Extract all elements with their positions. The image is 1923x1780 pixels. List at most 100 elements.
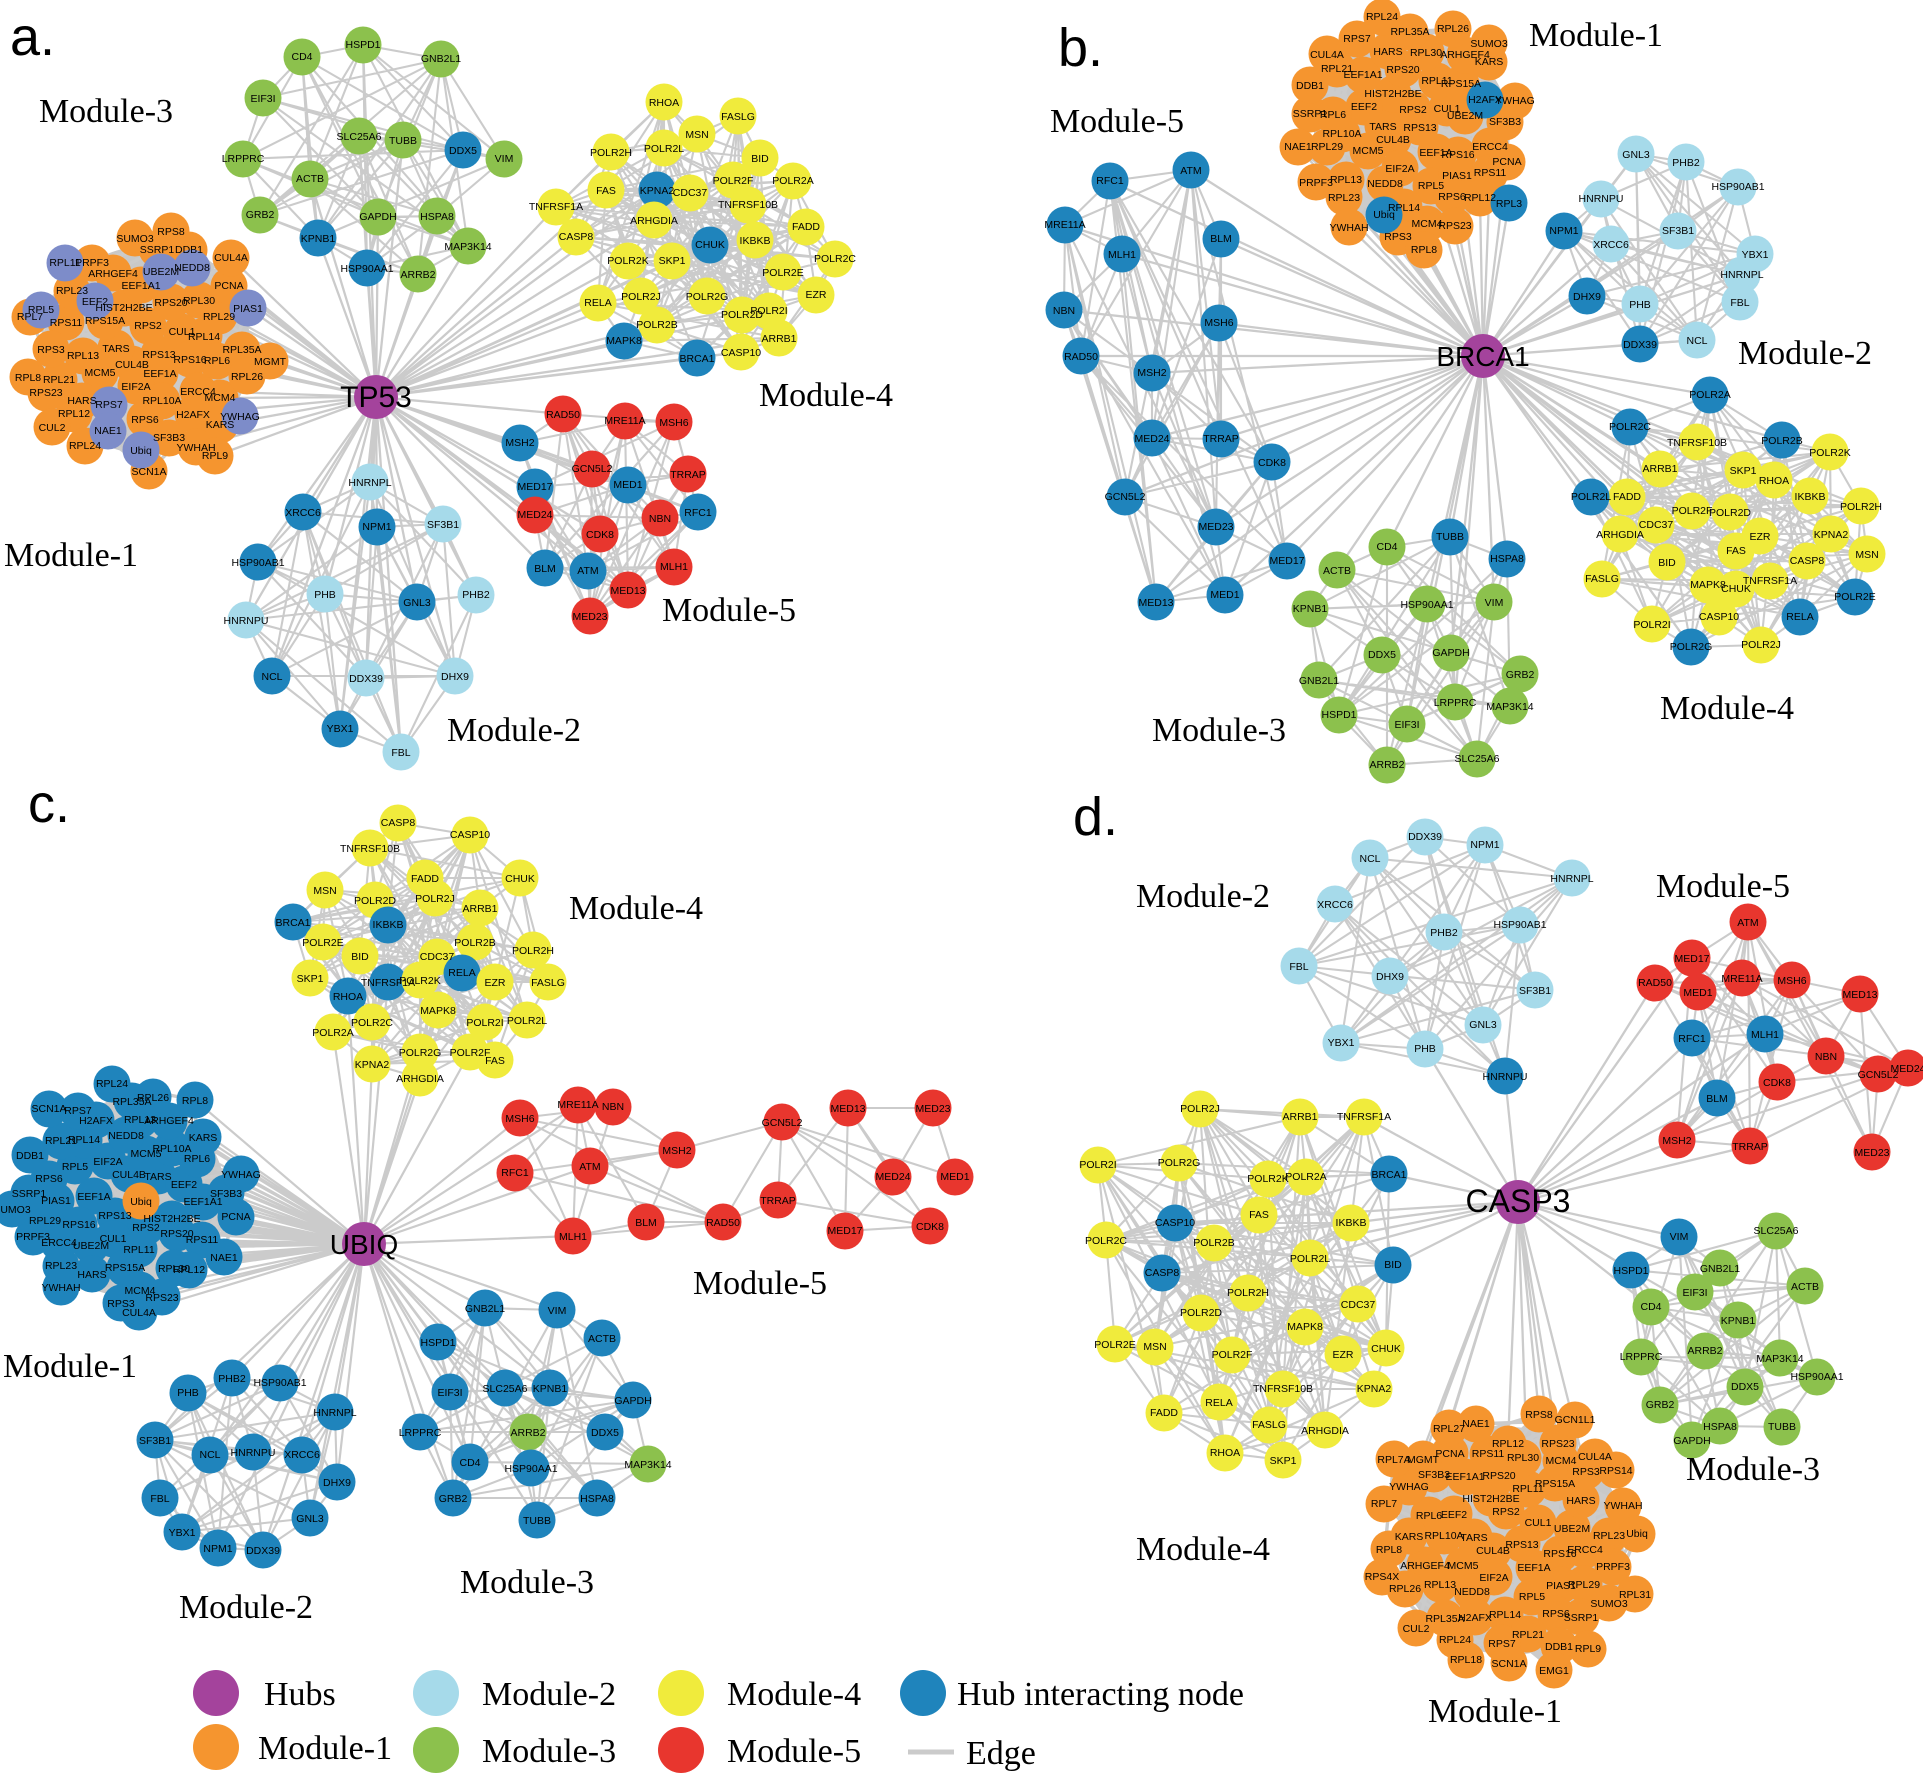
svg-text:HSP90AA1: HSP90AA1 [340, 263, 393, 275]
svg-text:RPS2: RPS2 [134, 320, 162, 332]
svg-text:YBX1: YBX1 [1742, 249, 1769, 261]
svg-text:EIF3I: EIF3I [250, 93, 275, 105]
svg-text:POLR2A: POLR2A [312, 1027, 353, 1039]
svg-text:YWHAH: YWHAH [1329, 222, 1368, 234]
svg-text:RELA: RELA [584, 297, 611, 309]
svg-text:c.: c. [28, 774, 70, 834]
svg-text:RFC1: RFC1 [1096, 175, 1124, 187]
svg-text:SSRP1: SSRP1 [12, 1188, 47, 1200]
svg-text:POLR2G: POLR2G [1158, 1157, 1201, 1169]
svg-text:MLH1: MLH1 [1108, 249, 1136, 261]
svg-text:RPL26: RPL26 [1437, 23, 1469, 35]
svg-text:NPM1: NPM1 [362, 521, 391, 533]
svg-text:POLR2F: POLR2F [1672, 505, 1713, 517]
svg-text:Module-4: Module-4 [727, 1676, 861, 1713]
svg-text:RPS11: RPS11 [50, 317, 83, 329]
svg-text:KARS: KARS [1395, 1531, 1424, 1543]
svg-text:MRE11A: MRE11A [604, 415, 645, 427]
svg-text:MSH6: MSH6 [1777, 975, 1806, 987]
svg-text:GAPDH: GAPDH [1432, 647, 1469, 659]
svg-text:MED24: MED24 [1890, 1063, 1923, 1075]
svg-text:MED1: MED1 [1683, 987, 1712, 999]
svg-text:NCL: NCL [199, 1449, 220, 1461]
svg-text:POLR2E: POLR2E [302, 937, 343, 949]
svg-text:POLR2H: POLR2H [512, 945, 554, 957]
svg-text:Module-1: Module-1 [3, 1348, 137, 1385]
svg-text:ACTB: ACTB [588, 1333, 616, 1345]
svg-text:RAD50: RAD50 [1064, 351, 1098, 363]
svg-text:HNRNPU: HNRNPU [1483, 1071, 1528, 1083]
svg-text:RPS3: RPS3 [1384, 231, 1412, 243]
svg-text:RPL12: RPL12 [173, 1264, 205, 1276]
svg-text:SUMO3: SUMO3 [116, 233, 154, 245]
svg-text:RAD50: RAD50 [546, 409, 580, 421]
svg-text:PHB2: PHB2 [1672, 157, 1700, 169]
svg-text:EEF1A: EEF1A [1517, 1562, 1550, 1574]
svg-text:RPS6: RPS6 [131, 414, 159, 426]
svg-text:EIF3I: EIF3I [1394, 719, 1419, 731]
svg-text:TRRAP: TRRAP [760, 1195, 796, 1207]
svg-text:HSPD1: HSPD1 [1321, 709, 1356, 721]
svg-text:POLR2C: POLR2C [1085, 1235, 1127, 1247]
svg-text:POLR2I: POLR2I [466, 1017, 503, 1029]
svg-text:BID: BID [751, 153, 769, 165]
svg-text:Edge: Edge [966, 1735, 1036, 1772]
svg-text:HIST2H2BE: HIST2H2BE [1364, 88, 1421, 100]
svg-text:CD4: CD4 [459, 1457, 480, 1469]
svg-text:MCM5: MCM5 [85, 367, 116, 379]
svg-text:BID: BID [1384, 1259, 1402, 1271]
svg-text:RPL5: RPL5 [62, 1161, 88, 1173]
svg-text:MRE11A: MRE11A [1044, 219, 1085, 231]
svg-text:RPS3: RPS3 [1572, 1466, 1600, 1478]
svg-text:FBL: FBL [150, 1493, 169, 1505]
svg-text:YWHAG: YWHAG [220, 411, 260, 423]
svg-text:POLR2F: POLR2F [1212, 1349, 1253, 1361]
svg-text:RPL14: RPL14 [188, 331, 220, 343]
svg-text:DHX9: DHX9 [1376, 971, 1404, 983]
svg-text:RPS3: RPS3 [37, 344, 65, 356]
svg-text:POLR2G: POLR2G [399, 1047, 442, 1059]
svg-text:CDC37: CDC37 [1341, 1299, 1376, 1311]
svg-text:LRPPRC: LRPPRC [1620, 1351, 1663, 1363]
svg-text:Module-2: Module-2 [1136, 878, 1270, 915]
svg-text:SKP1: SKP1 [297, 973, 324, 985]
svg-text:YWHAH: YWHAH [1603, 1500, 1642, 1512]
svg-text:NAE1: NAE1 [1462, 1418, 1490, 1430]
svg-text:MSH6: MSH6 [659, 417, 688, 429]
svg-text:ATM: ATM [579, 1161, 600, 1173]
svg-text:MED24: MED24 [1134, 433, 1169, 445]
svg-text:DHX9: DHX9 [1573, 291, 1601, 303]
svg-text:PCNA: PCNA [1492, 156, 1521, 168]
svg-text:EIF2A: EIF2A [1385, 163, 1414, 175]
svg-text:FASLG: FASLG [531, 977, 565, 989]
svg-text:ARHGDIA: ARHGDIA [396, 1073, 444, 1085]
svg-text:UBIQ: UBIQ [330, 1229, 398, 1260]
svg-text:VIM: VIM [1485, 597, 1504, 609]
svg-text:TNFRSF10B: TNFRSF10B [1253, 1383, 1313, 1395]
svg-text:EEF1A: EEF1A [77, 1191, 110, 1203]
svg-text:SLC25A6: SLC25A6 [483, 1383, 528, 1395]
svg-text:BRCA1: BRCA1 [275, 917, 310, 929]
svg-text:RPL8: RPL8 [15, 372, 41, 384]
svg-text:SF3B3: SF3B3 [1489, 116, 1521, 128]
svg-text:MRE11A: MRE11A [557, 1099, 598, 1111]
svg-text:MSH2: MSH2 [662, 1145, 691, 1157]
svg-text:RPL26: RPL26 [137, 1092, 169, 1104]
svg-text:HARS: HARS [77, 1269, 106, 1281]
svg-text:a.: a. [10, 7, 55, 67]
svg-text:SLC25A6: SLC25A6 [337, 131, 382, 143]
svg-text:KPNA2: KPNA2 [355, 1059, 390, 1071]
svg-text:ATM: ATM [577, 565, 598, 577]
svg-text:RPL30: RPL30 [183, 295, 215, 307]
svg-text:EIF3I: EIF3I [437, 1387, 462, 1399]
svg-text:RPL10A: RPL10A [142, 395, 181, 407]
svg-text:NAE1: NAE1 [210, 1252, 238, 1264]
svg-text:PRPF3: PRPF3 [16, 1231, 50, 1243]
svg-text:RPS7: RPS7 [1488, 1638, 1516, 1650]
svg-text:TNFRSF10B: TNFRSF10B [1667, 437, 1727, 449]
svg-text:RPL10A: RPL10A [1322, 128, 1361, 140]
svg-text:CUL2: CUL2 [1403, 1623, 1430, 1635]
svg-text:GRB2: GRB2 [1506, 669, 1535, 681]
svg-text:XRCC6: XRCC6 [1593, 239, 1629, 251]
svg-text:HNRNPL: HNRNPL [348, 477, 391, 489]
